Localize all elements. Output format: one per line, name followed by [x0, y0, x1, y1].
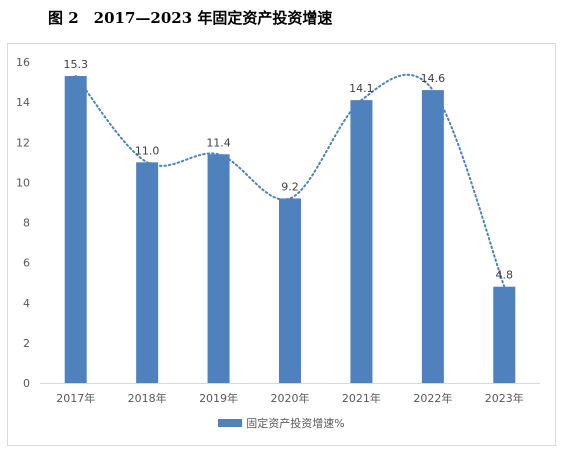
- legend-label: 固定资产投资增速%: [246, 417, 345, 430]
- x-tick-label: 2021年: [342, 391, 381, 405]
- data-label: 14.1: [349, 82, 374, 95]
- bar: [136, 162, 159, 383]
- data-label: 11.4: [206, 136, 231, 149]
- data-label: 11.0: [135, 144, 160, 157]
- y-tick-label: 16: [16, 56, 30, 69]
- x-tick-label: 2020年: [271, 391, 310, 405]
- trend-line: [74, 73, 506, 288]
- bar: [207, 154, 230, 383]
- x-tick-label: 2022年: [413, 391, 452, 405]
- data-label: 4.8: [496, 269, 514, 282]
- legend: 固定资产投资增速%: [0, 414, 563, 432]
- x-tick-label: 2019年: [199, 391, 238, 405]
- y-tick-label: 6: [23, 257, 30, 270]
- bar: [421, 90, 444, 384]
- y-tick-label: 4: [23, 297, 30, 310]
- y-tick-label: 0: [23, 377, 30, 390]
- bar: [493, 286, 516, 383]
- y-tick-label: 2: [23, 337, 30, 350]
- bar: [279, 198, 301, 383]
- y-tick-label: 12: [16, 136, 30, 149]
- y-tick-label: 10: [16, 176, 30, 189]
- y-tick-label: 8: [23, 217, 30, 230]
- x-tick-label: 2017年: [56, 391, 95, 405]
- x-tick-label: 2018年: [128, 391, 167, 405]
- data-label: 15.3: [63, 58, 88, 71]
- bar: [350, 100, 373, 384]
- y-tick-label: 14: [16, 96, 30, 109]
- data-label: 9.2: [281, 180, 299, 193]
- data-label: 14.6: [421, 72, 446, 85]
- figure-title: 图 2 2017—2023 年固定资产投资增速: [48, 9, 333, 27]
- bar: [64, 76, 87, 383]
- legend-swatch: [218, 419, 243, 427]
- x-tick-label: 2023年: [485, 391, 524, 405]
- chart-frame: [7, 43, 556, 446]
